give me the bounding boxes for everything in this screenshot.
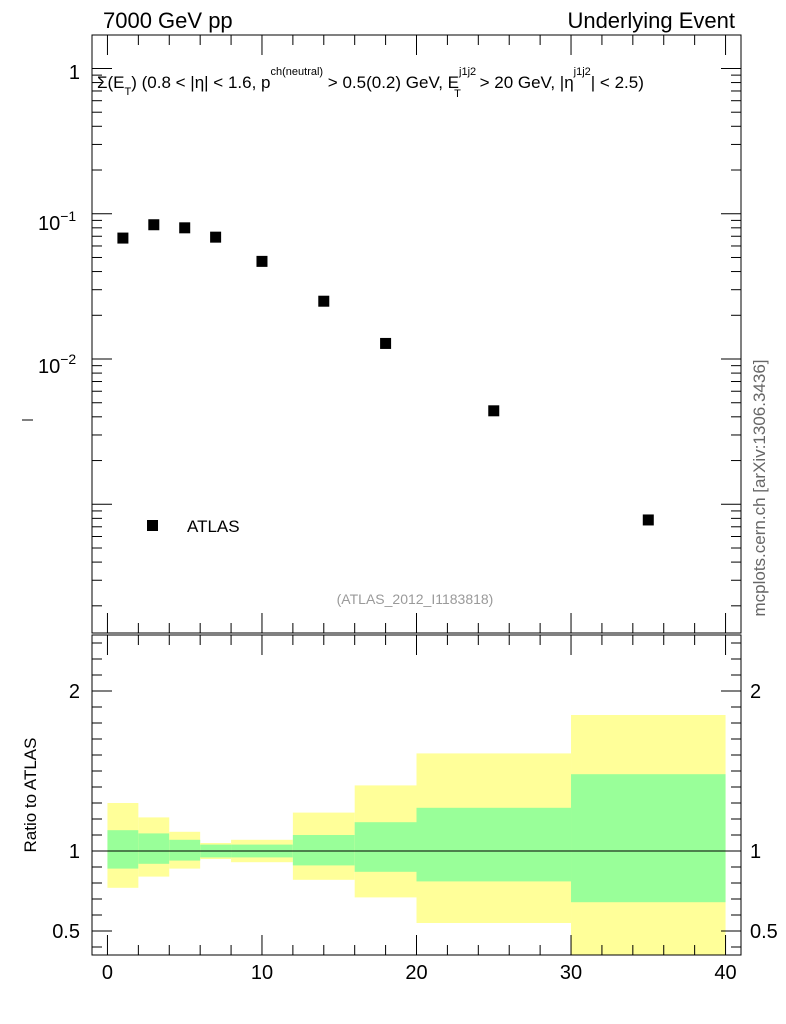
ratio-ytick-label-left: 2	[69, 681, 80, 703]
data-point	[318, 295, 330, 307]
analysis-reference: (ATLAS_2012_I1183818)	[337, 591, 494, 607]
inner-band-bin	[107, 830, 139, 869]
xtick-label: 40	[714, 962, 736, 984]
inner-band-bin	[354, 822, 417, 872]
inner-band-bin	[416, 807, 572, 882]
ratio-ytick-label-right: 2	[750, 681, 761, 703]
xtick-label: 20	[405, 962, 427, 984]
atlas-data-points	[117, 219, 654, 526]
data-point	[380, 337, 392, 349]
main-plot-frame	[91, 34, 742, 634]
energy-label: 7000 GeV pp	[103, 8, 233, 33]
legend-marker	[147, 520, 158, 531]
inner-band-bin	[571, 774, 726, 903]
process-label: Underlying Event	[567, 8, 735, 33]
data-point	[117, 232, 129, 244]
inner-band-bin	[169, 839, 201, 861]
data-point	[148, 219, 160, 231]
ratio-y-axis-title: Ratio to ATLAS	[21, 738, 40, 853]
ratio-ytick-label-left: 0.5	[52, 921, 80, 943]
ratio-ytick-label-right: 1	[750, 841, 761, 863]
data-point	[488, 405, 500, 417]
inner-band-bin	[292, 835, 355, 866]
legend-label: ATLAS	[187, 517, 240, 536]
ratio-uncertainty-bands	[107, 715, 726, 955]
xtick-label: 10	[251, 962, 273, 984]
data-point	[256, 255, 268, 267]
data-point	[642, 514, 654, 526]
ytick-label-1e-2: 10−2	[38, 351, 76, 378]
ratio-axis-ticks	[92, 635, 741, 955]
source-label: mcplots.cern.ch [arXiv:1306.3436]	[750, 359, 769, 616]
data-point	[210, 231, 222, 243]
data-point	[179, 222, 191, 234]
ytick-label-1: 1	[69, 62, 80, 84]
observable-label: Σ(ET) (0.8 < |η| < 1.6, pch(neutral) > 0…	[97, 66, 644, 100]
ratio-ytick-label-left: 1	[69, 841, 80, 863]
inner-band-bin	[138, 833, 170, 864]
ratio-ytick-label-right: 0.5	[750, 921, 778, 943]
ratio-tick-labels: 0.5 0.51 12 20 10 20 30 40	[52, 681, 778, 984]
main-axis-ticks	[92, 35, 741, 633]
xtick-label: 30	[560, 962, 582, 984]
ytick-label-1e-1: 10−1	[38, 208, 76, 235]
xtick-label: 0	[102, 962, 113, 984]
